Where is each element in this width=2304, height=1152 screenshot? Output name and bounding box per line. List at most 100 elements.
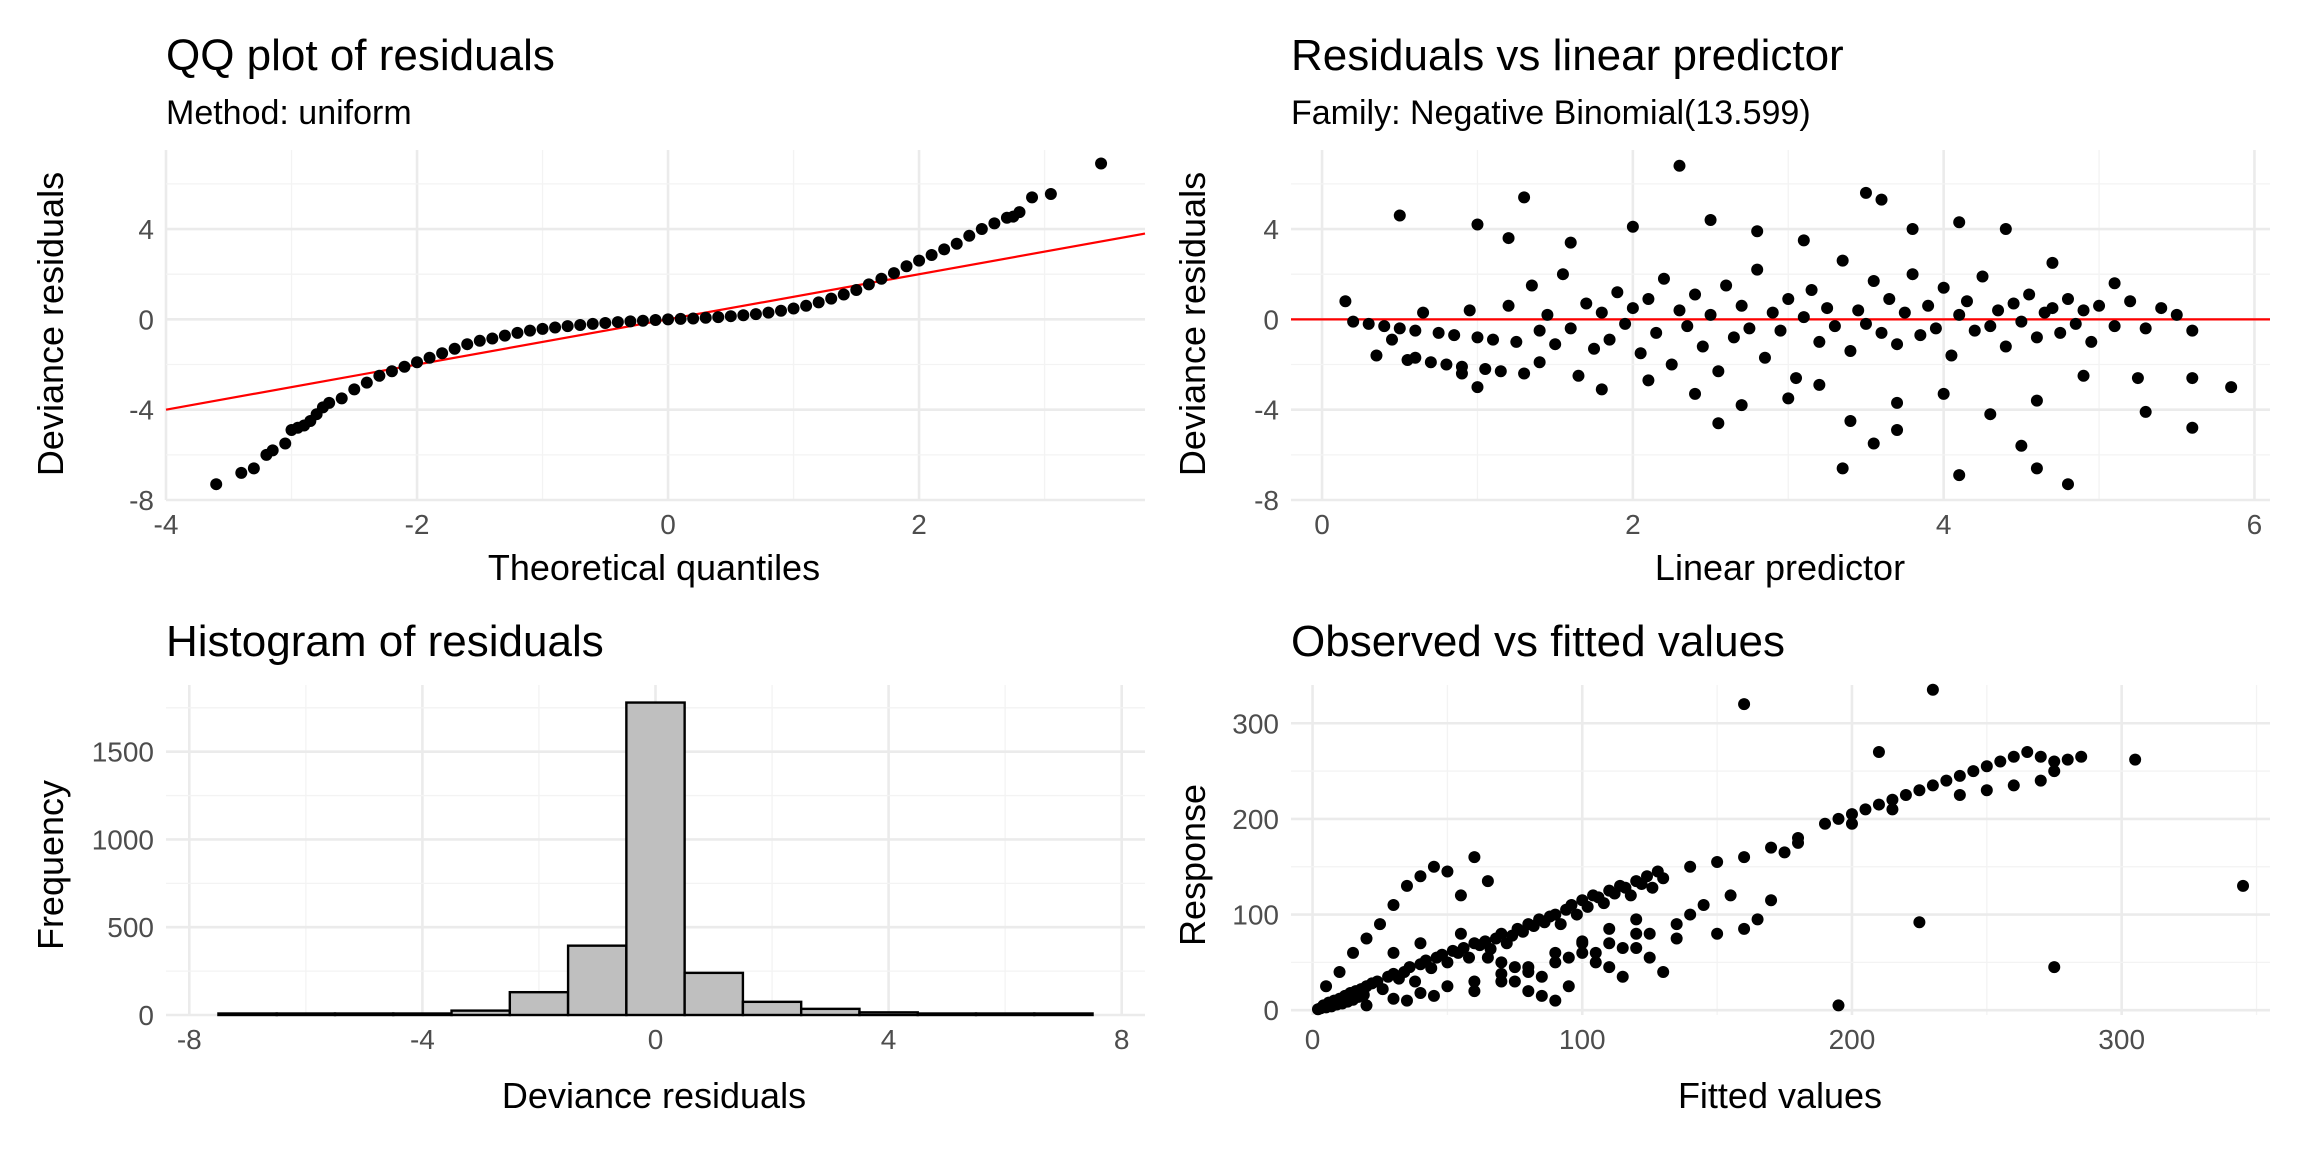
data-point bbox=[536, 322, 549, 335]
data-point bbox=[1518, 191, 1531, 204]
data-point bbox=[1670, 932, 1683, 945]
data-point bbox=[1572, 369, 1585, 382]
data-point bbox=[1782, 392, 1795, 405]
data-point bbox=[448, 342, 461, 355]
data-point bbox=[2069, 317, 2082, 330]
data-point bbox=[235, 466, 248, 479]
data-point bbox=[1859, 317, 1872, 330]
ovf-y-axis-label: Response bbox=[1172, 784, 1213, 946]
data-point bbox=[1374, 918, 1386, 931]
data-point bbox=[1570, 908, 1583, 921]
data-point bbox=[1541, 308, 1554, 321]
data-point bbox=[1657, 272, 1670, 285]
data-point bbox=[800, 299, 813, 312]
data-point bbox=[1630, 913, 1643, 926]
data-point bbox=[1872, 798, 1885, 811]
data-point bbox=[1463, 951, 1475, 964]
data-point bbox=[1650, 326, 1663, 339]
data-point bbox=[1533, 356, 1546, 369]
data-point bbox=[2077, 304, 2090, 317]
data-point bbox=[1875, 193, 1888, 206]
data-point bbox=[1378, 320, 1391, 333]
data-point bbox=[498, 329, 511, 342]
data-point bbox=[279, 437, 292, 450]
data-point bbox=[2015, 315, 2028, 328]
data-point bbox=[1898, 306, 1911, 319]
data-point bbox=[1681, 320, 1694, 333]
data-point bbox=[1689, 288, 1702, 301]
data-point bbox=[913, 254, 926, 267]
data-point bbox=[950, 237, 963, 250]
hist-tick-labels: -8 -4 0 4 8 0 500 1000 1500 bbox=[92, 737, 1130, 1055]
data-point bbox=[1976, 270, 1989, 283]
x-tick-label: -8 bbox=[177, 1024, 202, 1055]
data-point bbox=[2054, 326, 2067, 339]
data-point bbox=[674, 312, 687, 325]
data-point bbox=[1711, 927, 1724, 940]
rvp-gridlines bbox=[1291, 150, 2270, 502]
y-tick-label: 200 bbox=[1232, 804, 1279, 835]
data-point bbox=[1562, 980, 1575, 993]
data-point bbox=[1595, 306, 1608, 319]
data-point bbox=[862, 278, 875, 291]
hist-y-axis-label: Frequency bbox=[30, 780, 71, 950]
histogram-bar bbox=[799, 1007, 861, 1017]
data-point bbox=[1549, 338, 1562, 351]
data-point bbox=[1626, 220, 1639, 233]
data-point bbox=[2007, 750, 2020, 763]
data-point bbox=[1414, 870, 1427, 883]
data-point bbox=[1400, 994, 1413, 1007]
data-point bbox=[1448, 329, 1461, 342]
data-point bbox=[1556, 268, 1569, 281]
data-point bbox=[1751, 263, 1764, 276]
data-point bbox=[712, 311, 725, 324]
data-point bbox=[1619, 317, 1632, 330]
data-point bbox=[1603, 937, 1616, 950]
data-point bbox=[1576, 935, 1589, 948]
data-point bbox=[1630, 942, 1643, 955]
data-point bbox=[1953, 769, 1966, 782]
data-point bbox=[1984, 320, 1997, 333]
data-point bbox=[1634, 347, 1647, 360]
qq-points bbox=[210, 157, 1108, 491]
qq-tick-labels: -4 -2 0 2-8-404 bbox=[129, 214, 927, 540]
data-point bbox=[561, 320, 574, 333]
data-point bbox=[1937, 281, 1950, 294]
data-point bbox=[1525, 279, 1538, 292]
x-tick-label: 0 bbox=[660, 509, 676, 540]
data-point bbox=[1689, 387, 1702, 400]
data-point bbox=[2021, 745, 2034, 758]
histogram-bar bbox=[741, 1000, 803, 1017]
data-point bbox=[1508, 961, 1521, 974]
data-point bbox=[1899, 789, 1912, 801]
data-point bbox=[1403, 961, 1416, 974]
y-tick-label: 300 bbox=[1232, 708, 1279, 739]
data-point bbox=[1565, 899, 1578, 911]
data-point bbox=[737, 309, 750, 322]
data-point bbox=[1765, 841, 1778, 854]
data-point bbox=[2061, 753, 2074, 766]
data-point bbox=[1913, 784, 1926, 797]
data-point bbox=[1886, 803, 1899, 816]
data-point bbox=[1673, 159, 1686, 172]
y-tick-label: 0 bbox=[138, 304, 154, 335]
data-point bbox=[1471, 381, 1484, 394]
data-point bbox=[1980, 760, 1993, 773]
data-point bbox=[1424, 356, 1437, 369]
data-point bbox=[1440, 358, 1453, 371]
data-point bbox=[1891, 424, 1904, 436]
data-point bbox=[1624, 889, 1637, 902]
data-point bbox=[662, 313, 675, 326]
qq-subtitle: Method: uniform bbox=[166, 94, 412, 132]
data-point bbox=[549, 321, 562, 334]
data-point bbox=[1922, 299, 1935, 312]
data-point bbox=[2237, 879, 2250, 892]
data-point bbox=[1562, 951, 1575, 964]
data-point bbox=[1387, 946, 1400, 959]
qq-title: QQ plot of residuals bbox=[166, 31, 555, 80]
data-point bbox=[1670, 918, 1683, 931]
data-point bbox=[900, 260, 913, 273]
data-point bbox=[1471, 218, 1484, 231]
qq-y-axis-label: Deviance residuals bbox=[30, 172, 71, 476]
data-point bbox=[1999, 340, 2012, 353]
